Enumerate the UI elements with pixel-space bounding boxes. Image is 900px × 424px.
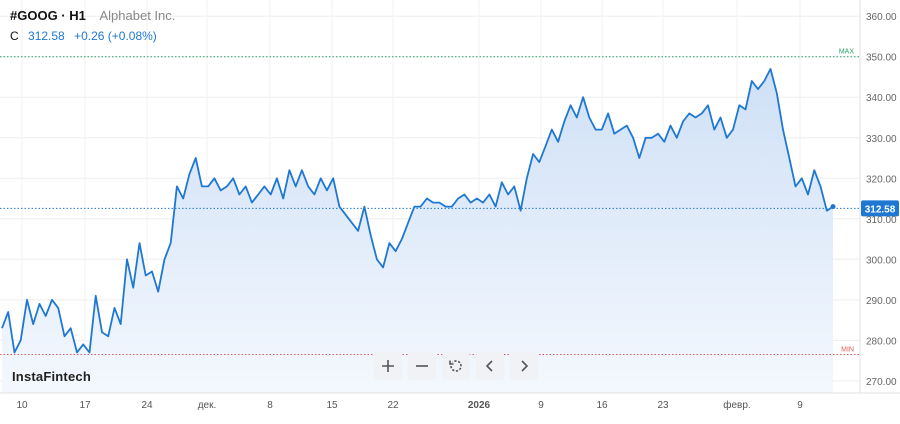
y-tick-label: 290.00	[866, 296, 897, 307]
x-tick-label: 9	[538, 400, 544, 411]
min-label: MIN	[841, 347, 854, 354]
x-tick-label: 15	[326, 400, 338, 411]
area-fill	[2, 68, 833, 394]
scroll-forward-button[interactable]	[510, 352, 538, 380]
axes: 270.00 280.00 290.00 300.00 310.00 320.00 330.…	[0, 0, 900, 411]
close-value: 312.58	[28, 29, 65, 43]
chart-toolbar	[374, 352, 538, 380]
reset-icon	[449, 360, 462, 372]
y-tick-label: 330.00	[866, 134, 897, 145]
chart-header: #GOOG · H1 Alphabet Inc.	[10, 8, 175, 23]
current-price-badge	[861, 200, 899, 217]
change-value: +0.26 (+0.08%)	[74, 29, 157, 43]
area-series	[1, 68, 836, 394]
close-readout: C 312.58 +0.26 (+0.08%)	[10, 29, 157, 43]
y-tick-label: 350.00	[866, 53, 897, 64]
zoom-out-button[interactable]	[408, 352, 436, 380]
max-label: MAX	[839, 49, 855, 56]
x-tick-label: февр.	[723, 399, 750, 411]
x-tick-label: дек.	[198, 400, 217, 411]
y-tick-label: 270.00	[866, 377, 897, 388]
company-name: Alphabet Inc.	[99, 8, 176, 23]
x-tick-label: 9	[797, 400, 803, 411]
chevron-right-icon	[521, 360, 529, 372]
x-tick-label: 10	[16, 400, 28, 411]
x-tick-label: 2026	[468, 400, 491, 411]
y-tick-label: 300.00	[866, 255, 897, 266]
x-tick-label: 16	[596, 400, 608, 411]
reset-button[interactable]	[442, 352, 470, 380]
y-tick-label: 280.00	[866, 336, 897, 347]
brand-logo: InstaFintech	[12, 369, 91, 384]
y-tick-label: 320.00	[866, 174, 897, 185]
x-tick-label: 17	[79, 400, 91, 411]
current-price-label: 312.58	[865, 204, 896, 215]
x-tick-label: 22	[387, 400, 399, 411]
zoom-in-button[interactable]	[374, 352, 402, 380]
x-tick-label: 24	[141, 400, 153, 411]
reference-lines: MAX MIN 312.58	[0, 49, 899, 356]
price-line	[1, 68, 834, 354]
close-label: C	[10, 29, 19, 43]
minus-icon	[416, 365, 428, 367]
symbol-title: #GOOG · H1	[10, 8, 86, 23]
y-tick-label: 310.00	[866, 215, 897, 226]
chevron-left-icon	[485, 360, 493, 372]
y-tick-label: 340.00	[866, 93, 897, 104]
scroll-back-button[interactable]	[476, 352, 504, 380]
x-tick-label: 8	[267, 400, 273, 411]
y-tick-label: 360.00	[866, 12, 897, 23]
plus-icon	[382, 360, 394, 372]
x-tick-label: 23	[657, 400, 669, 411]
